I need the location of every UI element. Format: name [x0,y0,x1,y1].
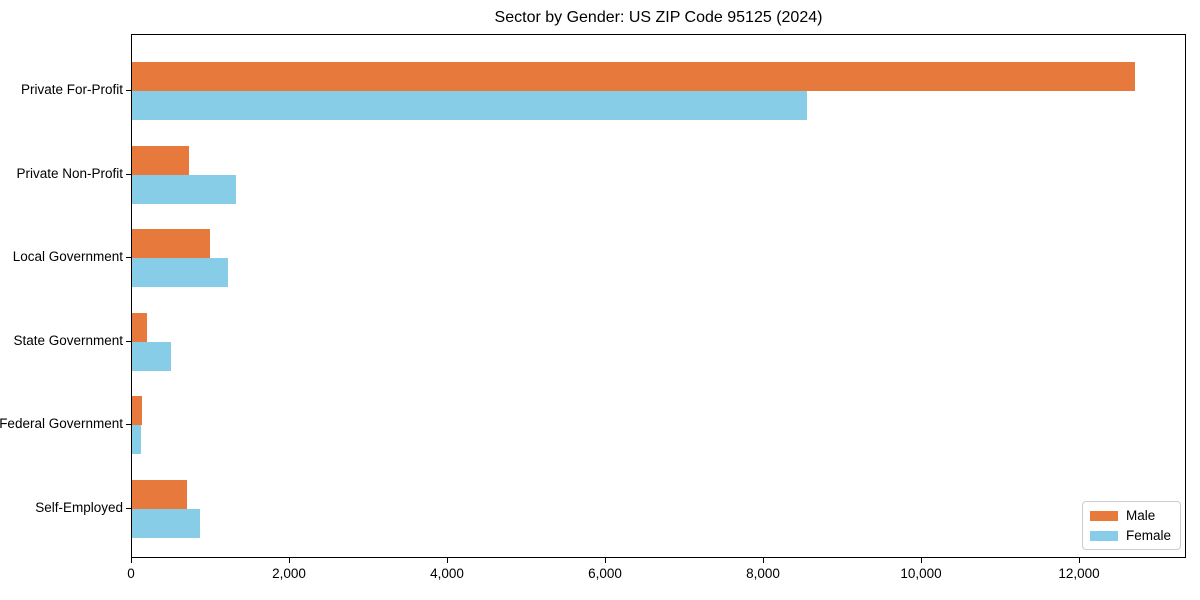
plot-area: Male Female [131,34,1186,558]
x-tick-label-6: 12,000 [1058,566,1100,581]
y-tick-3 [126,340,131,342]
bar-male-4 [132,396,142,426]
bar-female-0 [132,91,807,120]
y-tick-5 [126,508,131,509]
x-tick-label-4: 8,000 [746,566,780,581]
x-tick-label-0: 0 [127,566,135,581]
bar-female-1 [132,174,236,204]
bar-female-5 [132,509,200,538]
x-tick-1 [289,558,290,563]
bar-female-4 [132,425,141,455]
legend-label-male: Male [1125,508,1156,523]
bar-female-2 [132,258,228,288]
x-tick-label-1: 2,000 [272,566,306,581]
y-category-label-1: Private Non-Profit [16,165,123,181]
legend-swatch-male-icon [1089,510,1118,521]
y-category-label-0: Private For-Profit [20,82,123,97]
bar-male-3 [132,312,147,342]
x-tick-label-5: 10,000 [900,566,942,581]
x-tick-3 [605,558,606,563]
legend-swatch-female-icon [1089,530,1118,541]
x-tick-4 [763,558,765,563]
x-tick-6 [1079,558,1081,563]
y-category-label-2: Local Government [12,249,123,265]
x-tick-5 [921,558,923,563]
bar-female-3 [132,341,171,371]
legend-row-female: Female [1089,528,1171,543]
x-tick-2 [447,558,448,563]
x-tick-label-3: 6,000 [588,566,622,581]
y-tick-2 [126,257,131,259]
bar-male-5 [132,480,187,509]
bar-male-1 [132,145,189,175]
y-tick-0 [126,90,131,91]
x-tick-label-2: 4,000 [430,566,464,581]
legend-label-female: Female [1125,528,1171,543]
y-category-label-4: Federal Government [0,416,123,432]
y-category-label-5: Self-Employed [35,500,123,515]
y-category-label-3: State Government [13,332,123,348]
y-tick-1 [126,173,131,175]
y-tick-4 [126,424,131,426]
bar-male-2 [132,229,210,259]
bar-male-0 [132,62,1135,91]
legend-row-male: Male [1089,508,1171,523]
legend: Male Female [1081,501,1181,550]
chart-title: Sector by Gender: US ZIP Code 95125 (202… [494,9,823,26]
x-tick-0 [131,558,132,563]
